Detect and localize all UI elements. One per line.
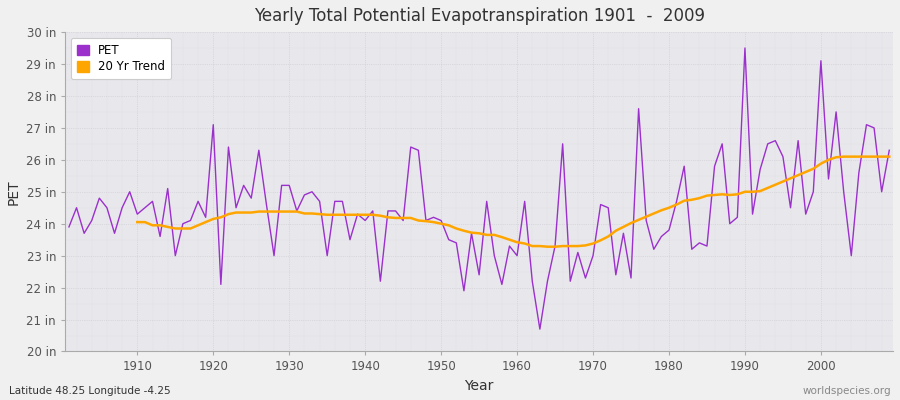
20 Yr Trend (519, 241, 530, 246)
20 Yr Trend (831, 155, 842, 160)
PET (124, 189, 135, 194)
X-axis label: Year: Year (464, 379, 494, 393)
20 Yr Trend (838, 154, 849, 159)
PET (512, 253, 523, 258)
Line: PET: PET (69, 48, 889, 329)
PET (292, 208, 302, 213)
20 Yr Trend (542, 244, 553, 249)
20 Yr Trend (884, 154, 895, 159)
Legend: PET, 20 Yr Trend: PET, 20 Yr Trend (71, 38, 171, 79)
20 Yr Trend (588, 241, 598, 246)
Title: Yearly Total Potential Evapotranspiration 1901  -  2009: Yearly Total Potential Evapotranspiratio… (254, 7, 705, 25)
20 Yr Trend (861, 154, 872, 159)
PET (504, 244, 515, 248)
Line: 20 Yr Trend: 20 Yr Trend (138, 157, 889, 247)
Y-axis label: PET: PET (7, 179, 21, 204)
PET (740, 46, 751, 50)
PET (610, 272, 621, 277)
20 Yr Trend (276, 209, 287, 214)
Text: worldspecies.org: worldspecies.org (803, 386, 891, 396)
PET (884, 148, 895, 153)
Text: Latitude 48.25 Longitude -4.25: Latitude 48.25 Longitude -4.25 (9, 386, 171, 396)
PET (535, 327, 545, 332)
PET (64, 224, 75, 229)
20 Yr Trend (132, 220, 143, 224)
PET (337, 199, 347, 204)
20 Yr Trend (307, 211, 318, 216)
